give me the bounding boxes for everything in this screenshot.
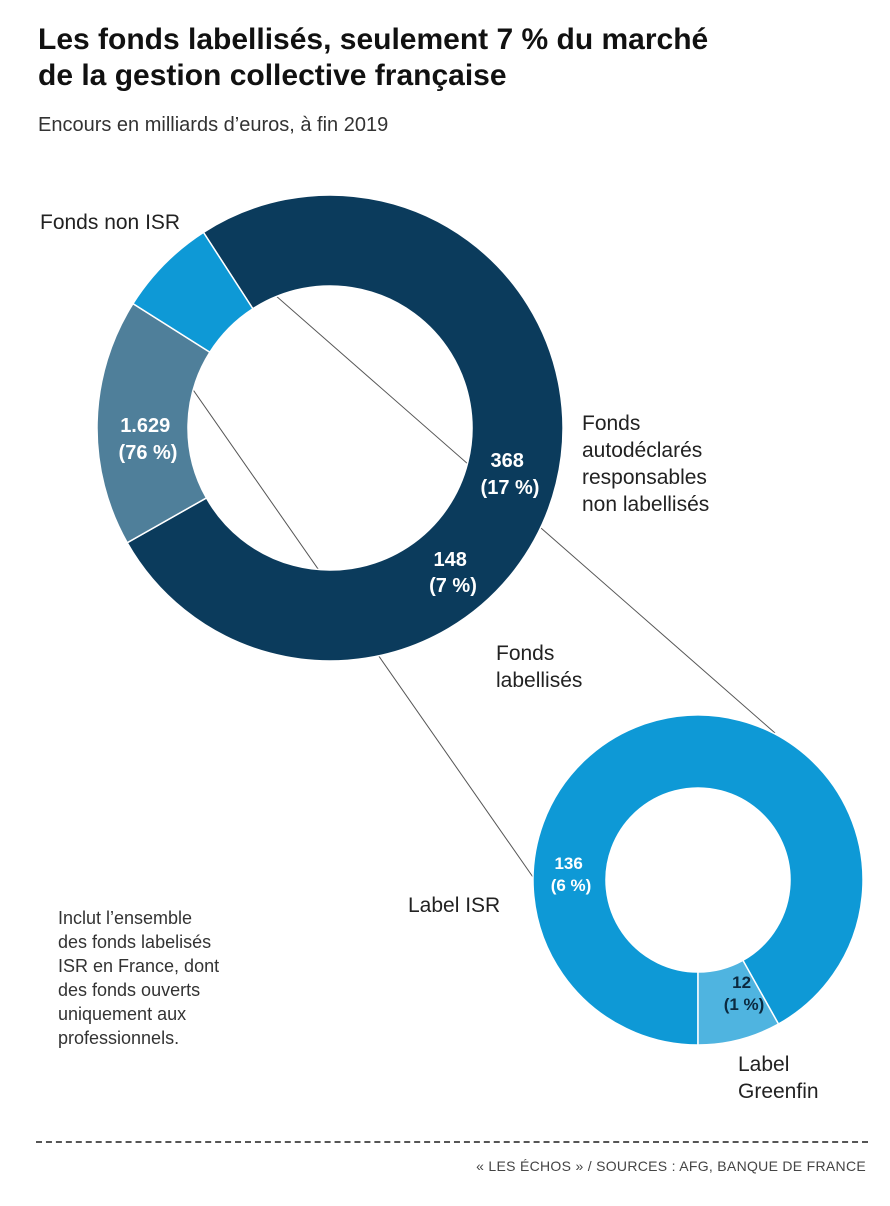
value-fonds-autodeclares-share: (17 %) <box>481 477 540 499</box>
main-donut-chart <box>96 194 564 662</box>
footnote-line-6: professionnels. <box>58 1028 180 1048</box>
slice-label-greenfin <box>697 959 780 1046</box>
label-fonds-labellises-line-2: labellisés <box>496 669 582 692</box>
value-label-greenfin-share: (1 %) <box>724 995 765 1014</box>
label-fonds-labellises: Fonds labellisés <box>496 642 582 692</box>
chart-title-line-2: de la gestion collective française <box>38 59 507 92</box>
value-fonds-non-isr-share: (76 %) <box>119 442 178 464</box>
value-fonds-labellises: 148 (7 %) <box>429 549 477 597</box>
label-label-greenfin-line-1: Label <box>738 1053 789 1076</box>
label-label-greenfin-line-2: Greenfin <box>738 1080 819 1103</box>
value-label-isr-share: (6 %) <box>551 876 592 895</box>
chart-title: Les fonds labellisés, seulement 7 % du m… <box>38 22 858 94</box>
value-label-isr: 136 (6 %) <box>551 854 592 895</box>
value-fonds-labellises-amount: 148 <box>434 549 467 571</box>
label-fonds-autodeclares-line-2: autodéclarés <box>582 439 702 462</box>
label-fonds-labellises-line-1: Fonds <box>496 642 554 665</box>
footnote-line-1: Inclut l’ensemble <box>58 908 193 928</box>
footnote: Inclut l’ensemble des fonds labelisés IS… <box>58 906 298 1050</box>
chart-title-line-1: Les fonds labellisés, seulement 7 % du m… <box>38 23 709 56</box>
value-fonds-non-isr: 1.629 (76 %) <box>119 415 178 464</box>
footnote-line-5: uniquement aux <box>58 1004 187 1024</box>
footnote-line-2: des fonds labelisés <box>58 932 212 952</box>
footnote-line-4: des fonds ouverts <box>58 980 201 1000</box>
label-fonds-autodeclares-line-3: responsables <box>582 466 707 489</box>
label-fonds-autodeclares: Fonds autodéclarés responsables non labe… <box>582 412 713 516</box>
value-label-greenfin-amount: 12 <box>732 973 751 992</box>
source-credit: « LES ÉCHOS » / SOURCES : AFG, BANQUE DE… <box>476 1158 866 1174</box>
label-fonds-autodeclares-line-1: Fonds <box>582 412 640 435</box>
value-label-greenfin: 12 (1 %) <box>724 973 765 1014</box>
value-label-isr-amount: 136 <box>554 854 582 873</box>
label-fonds-autodeclares-line-4: non labellisés <box>582 493 709 516</box>
label-label-greenfin: Label Greenfin <box>738 1053 819 1103</box>
dashed-divider <box>36 1141 868 1143</box>
slice-fonds-labellises <box>131 231 254 354</box>
value-fonds-autodeclares-amount: 368 <box>491 450 524 472</box>
labelled-funds-donut-chart <box>532 714 864 1046</box>
label-fonds-non-isr: Fonds non ISR <box>40 211 180 234</box>
slice-label-isr <box>532 714 864 1046</box>
chart-subtitle: Encours en milliards d’euros, à fin 2019 <box>38 114 389 136</box>
value-fonds-non-isr-amount: 1.629 <box>120 415 170 437</box>
slice-fonds-non-isr <box>126 194 564 662</box>
label-label-isr: Label ISR <box>408 894 500 917</box>
footnote-line-3: ISR en France, dont <box>58 956 220 976</box>
value-fonds-labellises-share: (7 %) <box>429 575 477 597</box>
value-fonds-autodeclares: 368 (17 %) <box>481 450 540 499</box>
